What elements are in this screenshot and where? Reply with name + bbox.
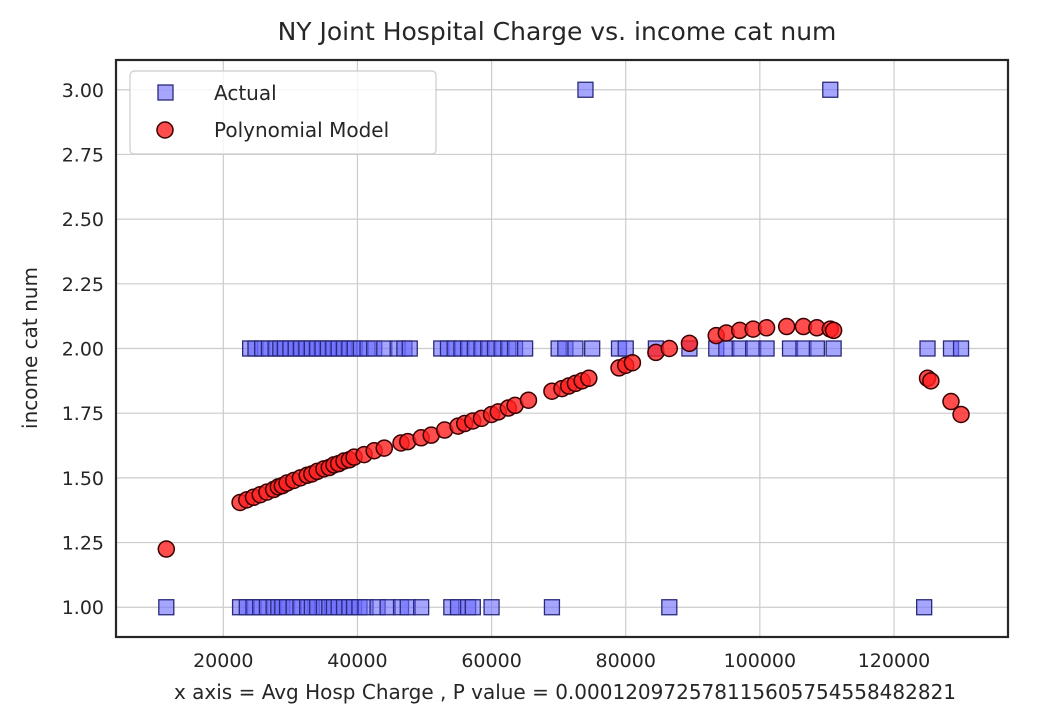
actual-point	[379, 599, 396, 616]
model-point	[824, 321, 843, 340]
model-point	[952, 405, 970, 424]
plot-frame	[114, 58, 1010, 639]
model-point	[680, 334, 699, 353]
x-tick-label: 60000	[461, 650, 521, 672]
x-axis-label: x axis = Avg Hosp Charge , P value = 0.0…	[174, 680, 956, 704]
model-point	[757, 319, 776, 337]
model-point	[660, 339, 679, 358]
model-point	[157, 540, 176, 558]
actual-point	[744, 340, 762, 357]
x-tick-label: 120000	[858, 650, 931, 672]
model-point	[580, 369, 598, 388]
model-point	[942, 392, 960, 411]
x-axis-ticks: 20000 40000 60000 80000 100000 120000	[193, 650, 930, 672]
actual-point	[822, 81, 839, 98]
data-points	[157, 81, 970, 616]
actual-point	[376, 340, 393, 357]
actual-point	[795, 340, 812, 357]
y-tick-label: 2.25	[62, 274, 104, 296]
actual-point	[567, 340, 584, 357]
x-tick-label: 80000	[595, 650, 655, 672]
x-tick-label: 100000	[724, 650, 797, 672]
model-point	[519, 391, 538, 409]
legend: Actual Polynomial Model	[129, 70, 437, 155]
actual-point	[617, 340, 634, 357]
legend-label-model: Polynomial Model	[214, 118, 389, 142]
legend-label-actual: Actual	[214, 81, 277, 105]
actual-point	[916, 599, 933, 616]
actual-point	[399, 599, 416, 616]
x-tick-label: 20000	[193, 650, 253, 672]
actual-point	[781, 340, 799, 357]
actual-point	[808, 340, 826, 357]
series-actual	[158, 81, 970, 616]
actual-point	[919, 340, 936, 357]
model-point	[922, 372, 940, 390]
legend-box	[129, 70, 437, 155]
x-tick-label: 40000	[327, 650, 387, 672]
y-tick-label: 1.00	[62, 597, 104, 619]
model-point	[623, 353, 642, 372]
y-tick-label: 3.00	[62, 80, 104, 102]
actual-point	[718, 340, 735, 357]
actual-point	[661, 599, 678, 616]
actual-point	[516, 340, 534, 357]
actual-point	[584, 340, 601, 357]
actual-point	[758, 340, 775, 357]
y-tick-label: 1.50	[62, 468, 104, 490]
series-polynomial-model	[157, 317, 970, 558]
actual-point	[464, 599, 481, 616]
actual-point	[401, 340, 418, 357]
legend-marker-model	[156, 121, 174, 139]
actual-point	[158, 599, 175, 616]
y-tick-label: 2.00	[62, 339, 104, 361]
actual-point	[577, 81, 594, 98]
actual-point	[483, 599, 500, 616]
y-tick-label: 2.75	[62, 144, 104, 166]
model-point	[777, 317, 796, 336]
actual-point	[952, 340, 970, 357]
chart-title: NY Joint Hospital Charge vs. income cat …	[278, 17, 837, 46]
y-axis-label: income cat num	[18, 267, 42, 429]
model-point	[375, 439, 394, 457]
actual-point	[543, 599, 561, 616]
y-tick-label: 2.50	[62, 209, 104, 231]
actual-point	[825, 340, 842, 357]
actual-point	[413, 599, 430, 616]
legend-marker-actual	[157, 84, 174, 101]
y-tick-label: 1.75	[62, 403, 104, 425]
y-tick-label: 1.25	[62, 533, 104, 555]
actual-point	[731, 340, 748, 357]
y-axis-ticks: 1.00 1.25 1.50 1.75 2.00 2.25 2.50 2.75 3.00	[62, 80, 104, 619]
